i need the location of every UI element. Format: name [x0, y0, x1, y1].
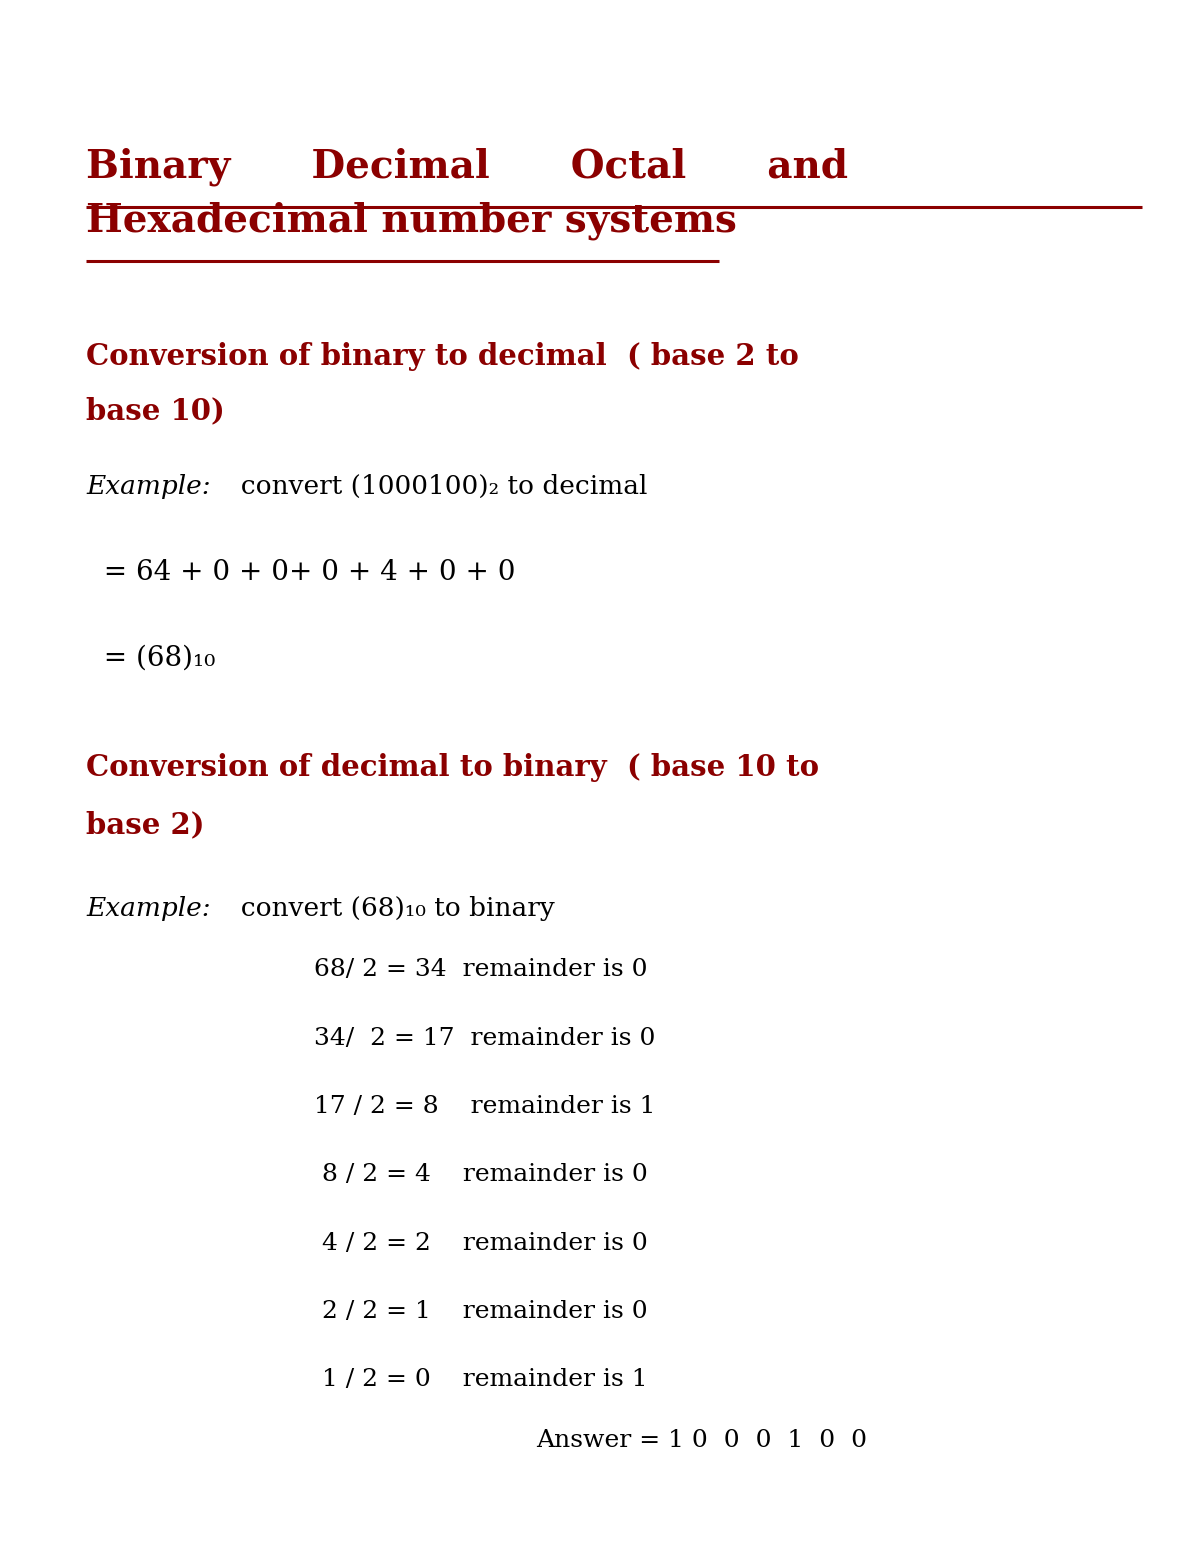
Text: base 10): base 10): [86, 396, 226, 426]
Text: convert (68)₁₀ to binary: convert (68)₁₀ to binary: [224, 896, 556, 921]
Text: = (68)₁₀: = (68)₁₀: [86, 644, 216, 671]
Text: Conversion of decimal to binary  ( base 10 to: Conversion of decimal to binary ( base 1…: [86, 753, 820, 783]
Text: 8 / 2 = 4    remainder is 0: 8 / 2 = 4 remainder is 0: [314, 1163, 648, 1186]
Text: Conversion of binary to decimal  ( base 2 to: Conversion of binary to decimal ( base 2…: [86, 342, 799, 371]
Text: = 64 + 0 + 0+ 0 + 4 + 0 + 0: = 64 + 0 + 0+ 0 + 4 + 0 + 0: [86, 559, 516, 585]
Text: 34/  2 = 17  remainder is 0: 34/ 2 = 17 remainder is 0: [314, 1027, 655, 1050]
Text: Hexadecimal number systems: Hexadecimal number systems: [86, 202, 737, 241]
Text: Example:: Example:: [86, 474, 211, 499]
Text: convert (1000100)₂ to decimal: convert (1000100)₂ to decimal: [224, 474, 648, 499]
Text: 68/ 2 = 34  remainder is 0: 68/ 2 = 34 remainder is 0: [314, 958, 648, 981]
Text: base 2): base 2): [86, 811, 205, 840]
Text: 17 / 2 = 8    remainder is 1: 17 / 2 = 8 remainder is 1: [314, 1095, 655, 1118]
Text: 1 / 2 = 0    remainder is 1: 1 / 2 = 0 remainder is 1: [314, 1368, 648, 1391]
Text: Answer = 1 0  0  0  1  0  0: Answer = 1 0 0 0 1 0 0: [536, 1429, 868, 1452]
Text: 4 / 2 = 2    remainder is 0: 4 / 2 = 2 remainder is 0: [314, 1232, 648, 1255]
Text: 2 / 2 = 1    remainder is 0: 2 / 2 = 1 remainder is 0: [314, 1300, 648, 1323]
Text: Binary      Decimal      Octal      and: Binary Decimal Octal and: [86, 148, 848, 186]
Text: Example:: Example:: [86, 896, 211, 921]
